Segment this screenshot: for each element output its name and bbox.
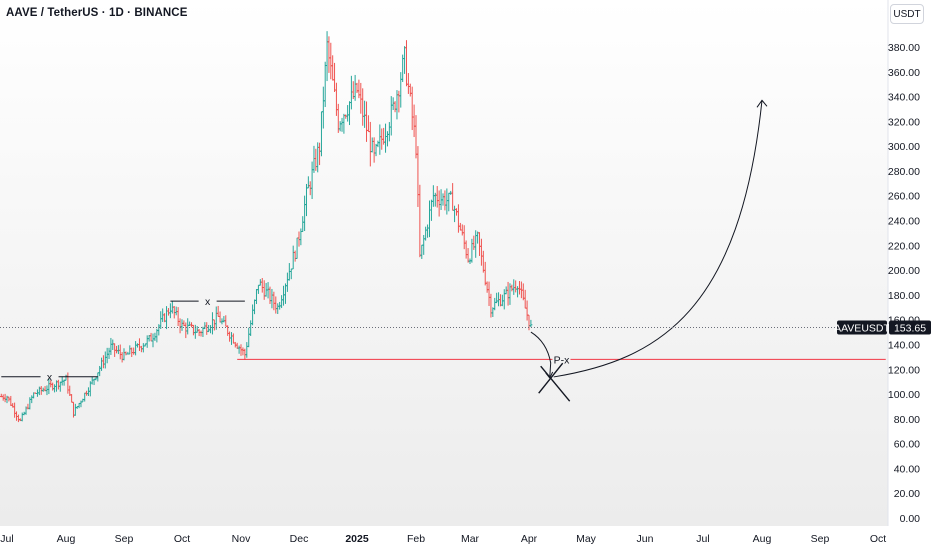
x-tick-label: Jul: [696, 533, 709, 545]
y-tick-label: 340.00: [888, 92, 920, 104]
x-tick-label: Nov: [232, 533, 251, 545]
y-tick-label: 320.00: [888, 116, 920, 128]
y-tick-label: 80.00: [894, 414, 920, 426]
level-x: x: [1, 372, 98, 384]
y-tick-label: 260.00: [888, 191, 920, 203]
x-tick-label: Mar: [461, 533, 480, 545]
y-tick-label: 40.00: [894, 463, 920, 475]
x-tick-label: Jul: [0, 533, 13, 545]
y-tick-label: 240.00: [888, 216, 920, 228]
x-tick-label: Jun: [637, 533, 654, 545]
projection-down-curve: [530, 331, 552, 378]
x-axis: Jul Aug Sep Oct Nov Dec 2025 Feb Mar Apr May Jun Jul…: [0, 533, 886, 545]
symbol-tag: AAVEUSDT: [834, 320, 890, 335]
y-tick-label: 60.00: [894, 439, 920, 451]
x-tick-label: Sep: [115, 533, 134, 545]
level-label: x: [47, 372, 53, 384]
y-tick-label: 140.00: [888, 339, 920, 351]
y-tick-label: 200.00: [888, 265, 920, 277]
level-label: x: [205, 296, 211, 308]
y-tick-label: 20.00: [894, 488, 920, 500]
x-tick-label: Dec: [290, 533, 309, 545]
x-tick-label: Sep: [811, 533, 830, 545]
target-x-marker: [538, 362, 571, 402]
arrow-up-head: [756, 99, 768, 108]
x-tick-label: Aug: [57, 533, 76, 545]
y-tick-label: 220.00: [888, 240, 920, 252]
x-tick-label: Oct: [174, 533, 190, 545]
projection-path: [530, 99, 768, 402]
y-axis: 380.00 360.00 340.00 320.00 300.00 280.00 260.…: [888, 42, 920, 525]
symbol-tag-label: AAVEUSDT: [834, 323, 890, 335]
price-axis-background: [888, 0, 932, 526]
level-p-x: P-x: [237, 354, 886, 366]
x-tick-label: Feb: [407, 533, 425, 545]
x-tick-label: Apr: [521, 533, 538, 545]
projection-up-curve: [553, 100, 763, 378]
x-tick-label: May: [576, 533, 597, 545]
y-tick-label: 280.00: [888, 166, 920, 178]
y-tick-label: 100.00: [888, 389, 920, 401]
x-tick-label: Oct: [870, 533, 886, 545]
annotation-levels: x x P-x: [1, 296, 886, 384]
x-tick-label: Aug: [753, 533, 772, 545]
currency-unit-button[interactable]: USDT: [890, 4, 924, 24]
x-tick-label: 2025: [345, 533, 369, 545]
y-tick-label: 180.00: [888, 290, 920, 302]
price-tag-label: 153.65: [894, 323, 926, 335]
y-tick-label: 360.00: [888, 67, 920, 79]
y-tick-label: 120.00: [888, 364, 920, 376]
y-tick-label: 0.00: [900, 513, 921, 525]
ohlc-bars: [0, 31, 533, 423]
chart-background: [0, 0, 888, 526]
level-label: P-x: [554, 354, 571, 366]
current-price-line: AAVEUSDT 153.65: [0, 320, 931, 335]
y-tick-label: 300.00: [888, 141, 920, 153]
price-tag: 153.65: [889, 320, 931, 335]
y-tick-label: 380.00: [888, 42, 920, 54]
level-x: x: [170, 296, 245, 308]
ohlc-bar: [529, 319, 533, 328]
chart-title: AAVE / TetherUS · 1D · BINANCE: [6, 7, 188, 19]
